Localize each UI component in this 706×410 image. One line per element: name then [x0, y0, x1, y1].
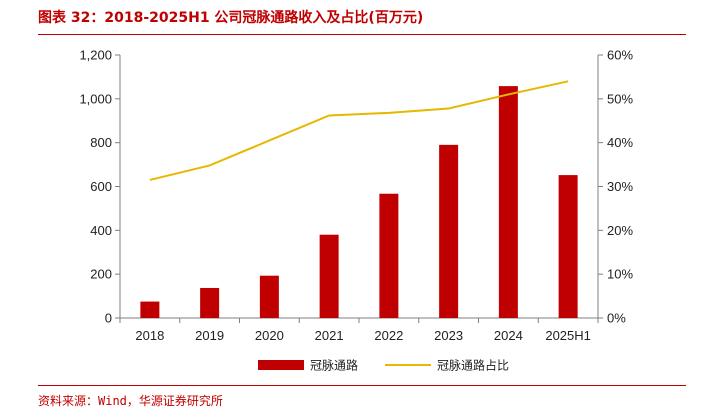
x-tick-label: 2025H1 — [545, 328, 591, 343]
y-left-tick-label: 400 — [90, 223, 112, 238]
y-right-tick-label: 10% — [607, 267, 633, 282]
x-tick-label: 2022 — [374, 328, 403, 343]
figure-title: 图表 32：2018-2025H1 公司冠脉通路收入及占比(百万元) — [38, 10, 424, 26]
y-left-tick-label: 1,000 — [79, 91, 112, 106]
x-tick-label: 2023 — [434, 328, 463, 343]
bar — [319, 234, 339, 318]
line-path — [149, 80, 569, 181]
y-left-tick-label: 0 — [105, 311, 112, 326]
bar — [558, 175, 578, 318]
y-right-tick-label: 20% — [607, 223, 633, 238]
bar — [439, 144, 459, 318]
y-right-tick-label: 60% — [607, 48, 633, 63]
chart-axes — [115, 54, 603, 323]
legend: 冠脉通路 冠脉通路占比 — [258, 358, 509, 373]
bar-series — [140, 86, 578, 318]
bar — [379, 193, 399, 318]
tick-labels: 0 200 400 600 800 1,000 1,200 0% 10% 20% 30% 40% 50%… — [79, 48, 633, 344]
y-right-tick-label: 30% — [607, 179, 633, 194]
y-left-tick-label: 600 — [90, 179, 112, 194]
y-right-tick-label: 0% — [607, 311, 626, 326]
x-tick-label: 2024 — [494, 328, 523, 343]
y-right-tick-label: 50% — [607, 91, 633, 106]
y-left-tick-label: 800 — [90, 135, 112, 150]
bar — [200, 287, 220, 318]
title-rule — [38, 34, 686, 35]
y-left-tick-label: 1,200 — [79, 48, 112, 63]
legend-bar-swatch — [258, 360, 304, 370]
x-tick-label: 2020 — [255, 328, 284, 343]
bar — [140, 301, 160, 318]
source-note: 资料来源：Wind，华源证券研究所 — [38, 394, 223, 408]
y-right-tick-label: 40% — [607, 135, 633, 150]
legend-line-label: 冠脉通路占比 — [437, 358, 509, 373]
y-left-tick-label: 200 — [90, 267, 112, 282]
x-tick-label: 2019 — [195, 328, 224, 343]
x-tick-label: 2021 — [315, 328, 344, 343]
source-rule — [38, 385, 686, 386]
bar — [498, 86, 518, 318]
legend-bar-label: 冠脉通路 — [310, 358, 358, 373]
line-series — [149, 80, 569, 181]
bar — [259, 275, 279, 318]
x-tick-label: 2018 — [135, 328, 164, 343]
